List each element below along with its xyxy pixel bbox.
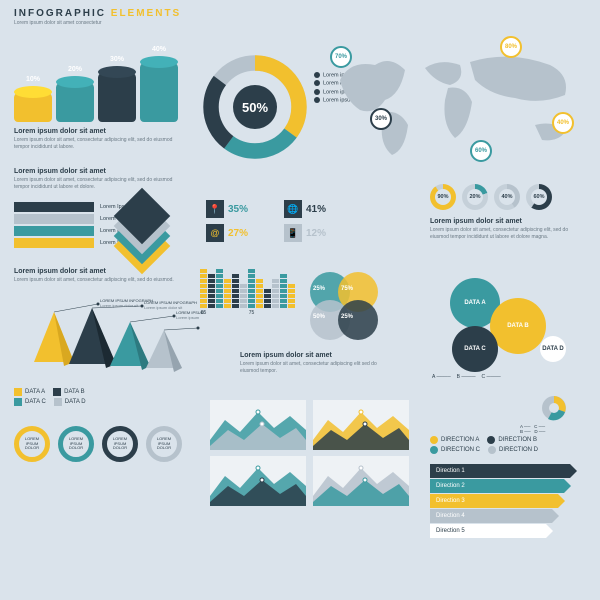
direction-arrows: Direction 1Direction 2Direction 3Directi… [430,464,570,539]
textblock-3: Lorem ipsum dolor sit amet Lorem ipsum d… [14,268,184,284]
bubble-legend: A ────B ────C ──── [432,374,501,380]
mini-pie-legend: A ── C ──B ── D ── [520,424,545,434]
stacked-pyramid-icon [112,196,172,256]
spark-area [210,400,306,450]
mini-donut-caption: Lorem ipsum dolor sit amet Lorem ipsum d… [430,218,580,240]
pyramid-legend: DATA ADATA BDATA CDATA D [14,388,94,408]
spark-area [313,456,409,506]
icon-stats: 📍35%🌐41%@27%📱12% [206,200,356,242]
textblock-2: Lorem ipsum dolor sit amet Lorem ipsum d… [14,168,184,190]
mini-pie-icon [540,394,568,424]
page-title: INFOGRAPHIC ELEMENTS [14,8,181,19]
direction-legend: DIRECTION ADIRECTION BDIRECTION CDIRECTI… [430,436,580,456]
big-ring-chart: 50% [200,52,310,164]
venn-caption: Lorem ipsum dolor sit amet Lorem ipsum d… [240,352,390,374]
venn-chart: 25%75%50%25% [310,272,390,352]
spark-area [210,456,306,506]
ring-circles: LOREM IPSUM DOLORLOREM IPSUM DOLORLOREM … [14,426,190,462]
mini-donut-row: 90%20%40%60% [430,184,558,212]
page-subtitle: Lorem ipsum dolor sit amet consectetur [14,20,102,26]
cylinder-caption: Lorem ipsum dolor sit amet Lorem ipsum d… [14,128,184,150]
barcode-chart: 8575 [200,268,296,314]
pyramids: LOREM IPSUM INFOGRAPHLorem ipsum dolor s… [14,300,204,380]
spark-areas [210,400,410,506]
spark-area [313,400,409,450]
cylinder-chart: 10%20%30%40% [14,60,184,122]
world-map [330,40,586,170]
